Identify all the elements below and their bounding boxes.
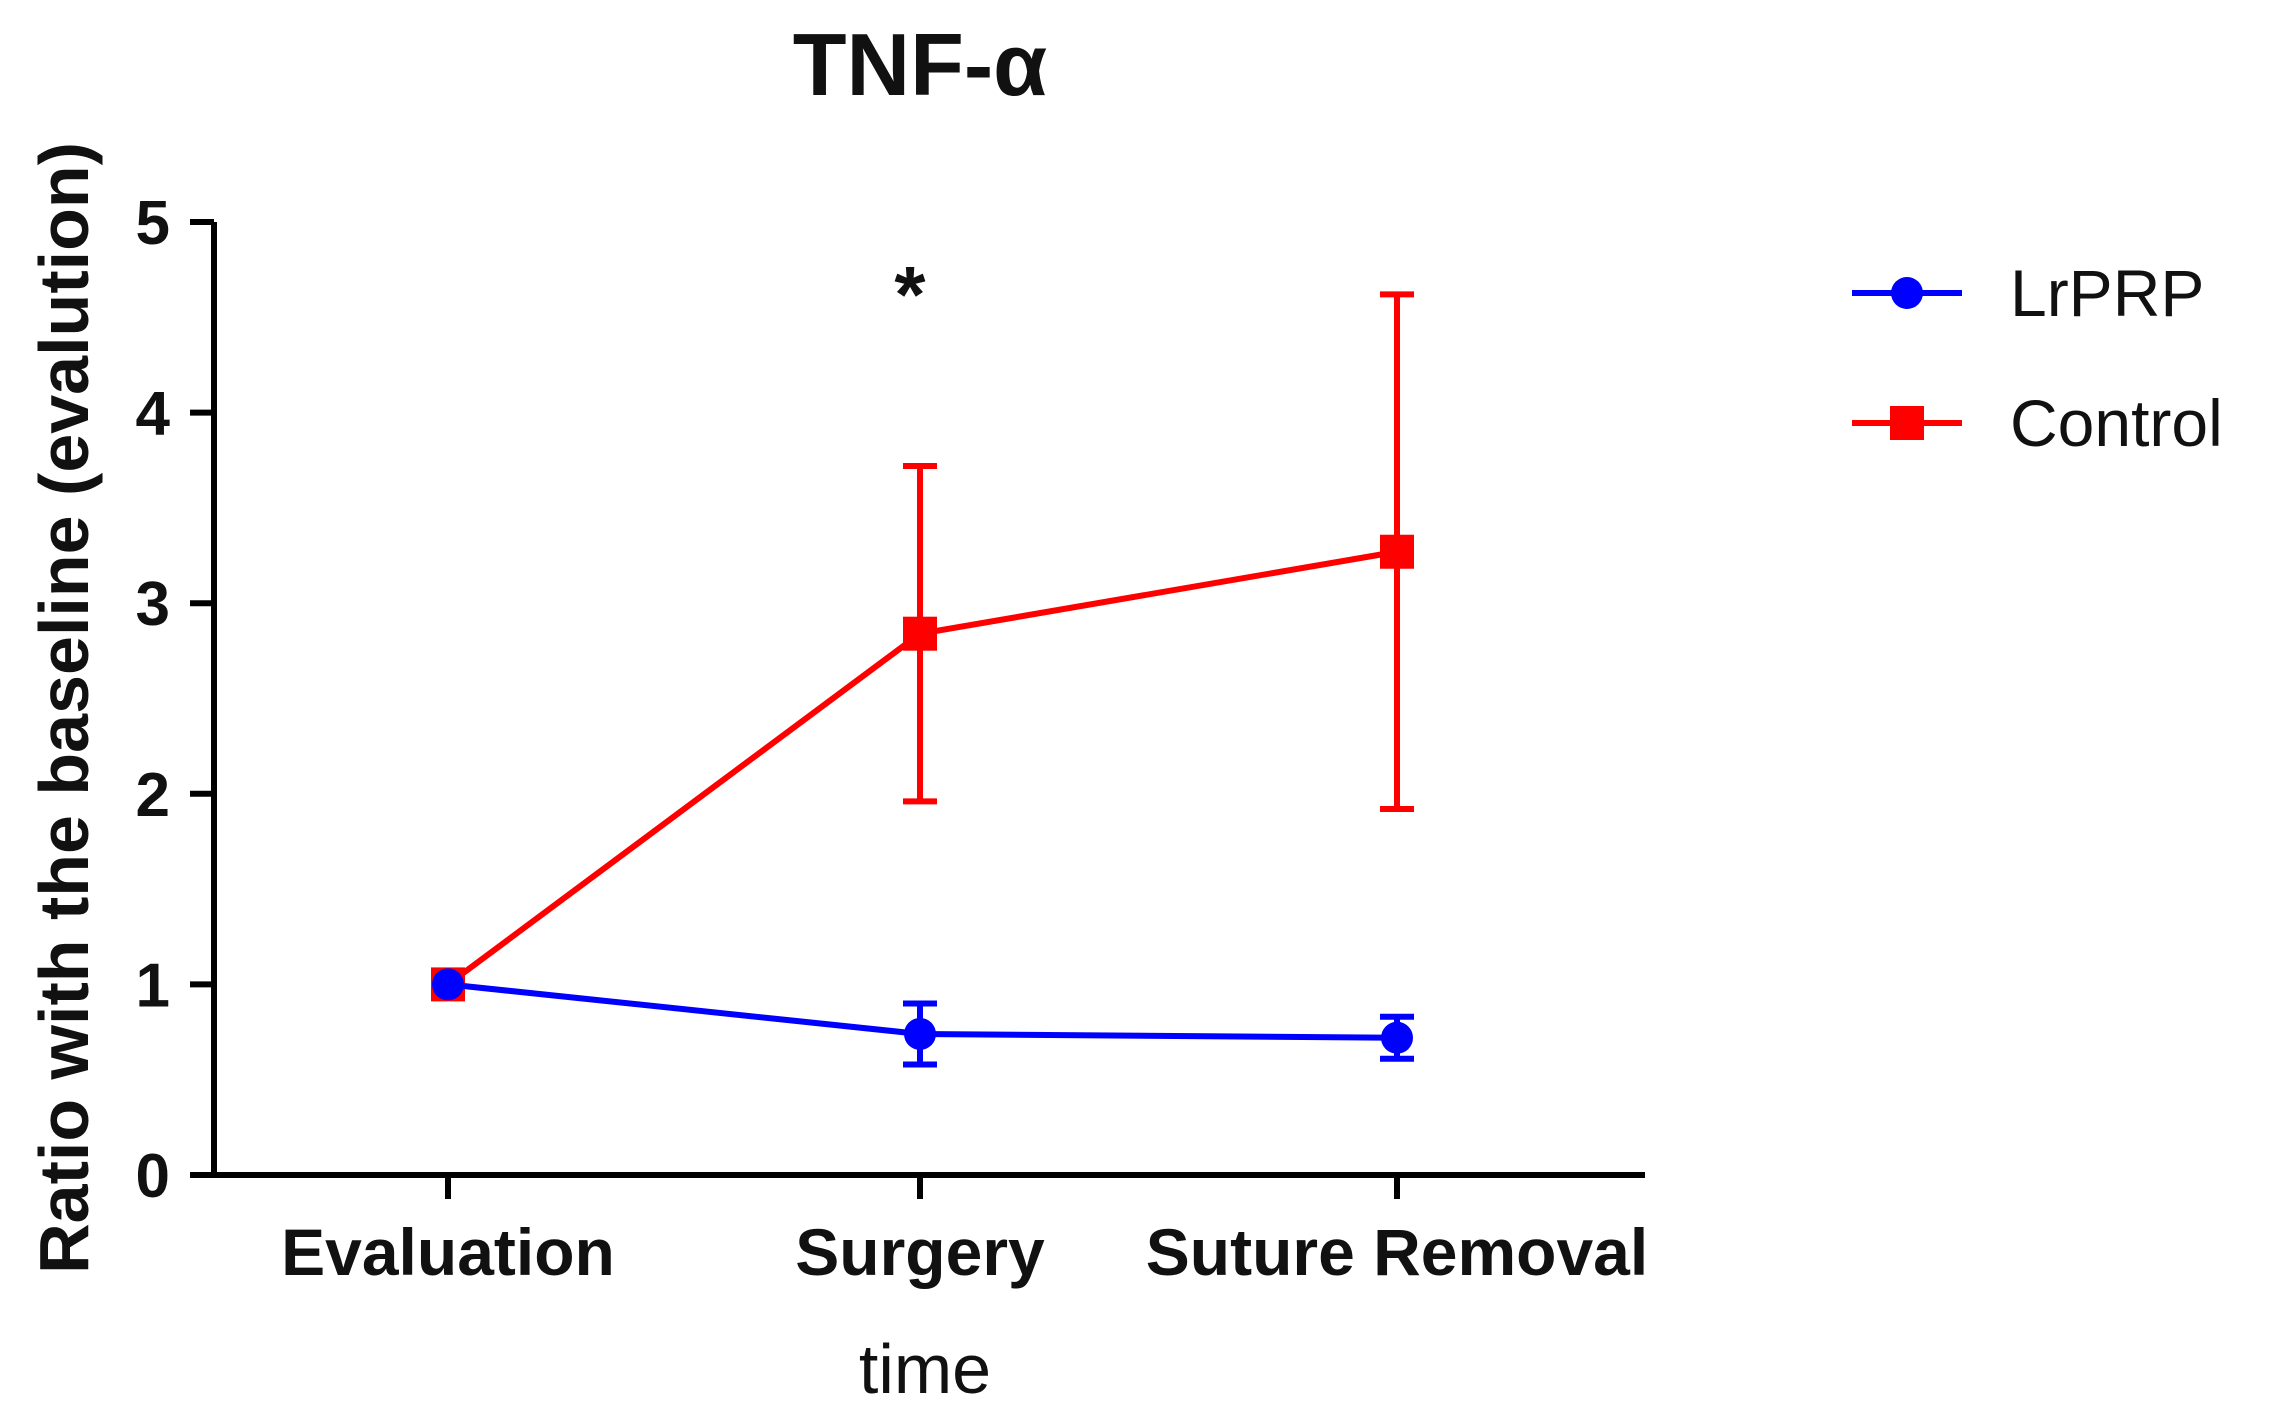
y-ticks: 0 1 2 3 4 5 — [136, 189, 214, 1211]
legend-item-lrprp: LrPRP — [1852, 256, 2204, 330]
y-tick-label: 4 — [136, 380, 171, 449]
series-layer — [431, 291, 1414, 1068]
chart-title: TNF-α — [793, 15, 1047, 114]
point-control — [903, 616, 937, 651]
annotation-layer: * — [894, 250, 926, 339]
x-tick-label-evaluation: Evaluation — [281, 1215, 615, 1289]
y-tick-label: 0 — [136, 1142, 170, 1211]
y-axis-label: Ratio with the baseline (evalution) — [25, 142, 103, 1274]
legend: LrPRP Control — [1852, 256, 2223, 460]
legend-item-control: Control — [1852, 386, 2223, 460]
point-control — [1380, 534, 1414, 569]
y-tick-label: 3 — [136, 570, 170, 639]
x-tick-label-suture-removal: Suture Removal — [1146, 1215, 1648, 1289]
series-control — [431, 291, 1414, 1002]
legend-swatch-marker — [1891, 277, 1923, 309]
point-lrprp — [432, 968, 464, 1001]
y-tick-label: 1 — [136, 951, 170, 1020]
legend-label: Control — [2010, 386, 2223, 460]
point-lrprp — [1381, 1021, 1413, 1054]
y-tick-label: 5 — [136, 189, 170, 258]
significance-annotation: * — [894, 250, 926, 339]
point-lrprp — [904, 1017, 936, 1050]
series-lrprp — [432, 968, 1414, 1068]
x-axis-label: time — [859, 1330, 991, 1408]
y-tick-label: 2 — [136, 761, 170, 830]
legend-label: LrPRP — [2010, 256, 2204, 330]
x-ticks: Evaluation Surgery Suture Removal — [281, 1175, 1648, 1289]
legend-swatch-marker — [1890, 406, 1924, 440]
x-tick-label-surgery: Surgery — [795, 1215, 1045, 1289]
